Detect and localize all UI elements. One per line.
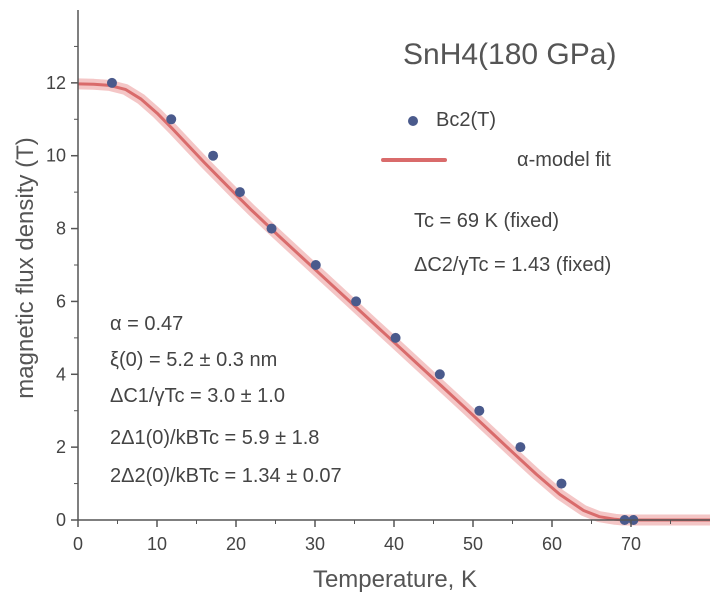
x-tick-label: 30	[305, 534, 325, 554]
annotation-dc1: ΔC1/γTc = 3.0 ± 1.0	[110, 385, 285, 407]
y-tick-label: 2	[56, 437, 66, 457]
x-tick-label: 60	[542, 534, 562, 554]
y-tick-label: 6	[56, 291, 66, 311]
data-point	[390, 332, 401, 343]
data-point	[106, 77, 117, 88]
legend-marker-points	[408, 116, 418, 126]
x-tick-label: 50	[463, 534, 483, 554]
legend-label-points: Bc2(T)	[436, 109, 496, 131]
x-tick-label: 10	[147, 534, 167, 554]
fit-line	[77, 82, 710, 522]
legend	[381, 116, 447, 162]
y-tick-label: 8	[56, 219, 66, 239]
data-point	[474, 405, 485, 416]
annotation-alpha: α = 0.47	[110, 313, 184, 335]
legend-label-fit: α-model fit	[517, 149, 611, 171]
annotation-gap2: 2Δ2(0)/kBTc = 1.34 ± 0.07	[110, 465, 342, 487]
annotation-gap1: 2Δ1(0)/kBTc = 5.9 ± 1.8	[110, 427, 320, 449]
x-tick-label: 20	[226, 534, 246, 554]
y-tick-label: 10	[46, 146, 66, 166]
y-axis-title: magnetic flux density (T)	[12, 137, 39, 398]
chart-title-text: SnH4(180 GPa)	[403, 38, 617, 71]
annotation-xi: ξ(0) = 5.2 ± 0.3 nm	[110, 349, 278, 371]
chart-title: SnH4(180 GPa)	[403, 40, 616, 70]
data-point	[166, 114, 177, 125]
data-point	[208, 150, 219, 161]
data-point	[515, 442, 526, 453]
annotation-tc: Tc = 69 K (fixed)	[414, 210, 560, 232]
data-point	[434, 369, 445, 380]
fit-confidence-band	[77, 78, 710, 526]
data-point	[266, 223, 277, 234]
annotation-dc2: ΔC2/γTc = 1.43 (fixed)	[414, 254, 612, 276]
y-tick-label: 12	[46, 73, 66, 93]
data-point	[556, 478, 567, 489]
x-tick-label: 70	[621, 534, 641, 554]
x-tick-label: 40	[384, 534, 404, 554]
data-point	[351, 296, 362, 307]
x-axis-title: Temperature, K	[313, 566, 477, 593]
data-point	[310, 260, 321, 270]
data-point	[234, 187, 245, 198]
x-tick-label: 0	[73, 534, 83, 554]
y-tick-label: 4	[56, 364, 66, 384]
y-tick-label: 0	[56, 510, 66, 530]
